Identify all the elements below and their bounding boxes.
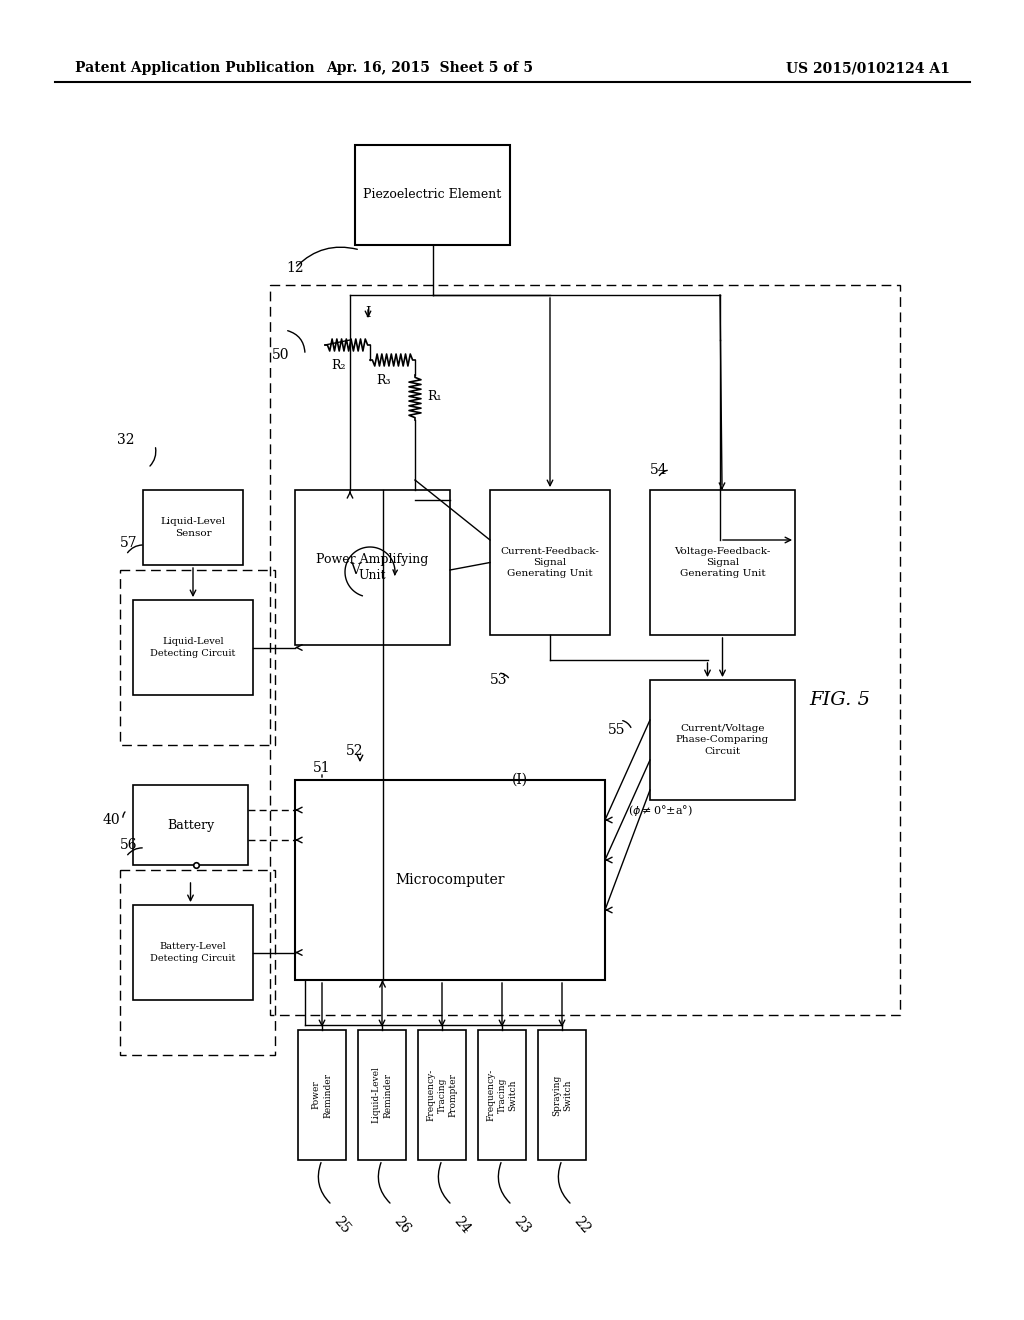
Text: V: V xyxy=(350,564,360,577)
Bar xyxy=(650,490,795,635)
Text: Current-Feedback-
Signal
Generating Unit: Current-Feedback- Signal Generating Unit xyxy=(501,546,599,578)
Text: 51: 51 xyxy=(313,762,331,775)
Bar xyxy=(538,1030,586,1160)
Text: Frequency-
Tracing
Prompter: Frequency- Tracing Prompter xyxy=(426,1069,458,1121)
Bar xyxy=(133,906,253,1001)
Text: 40: 40 xyxy=(102,813,120,828)
Text: 57: 57 xyxy=(120,536,137,550)
Bar xyxy=(133,785,248,865)
Bar xyxy=(120,570,275,744)
Bar xyxy=(295,490,450,645)
Bar xyxy=(358,1030,406,1160)
Bar xyxy=(650,680,795,800)
Text: Liquid-Level
Detecting Circuit: Liquid-Level Detecting Circuit xyxy=(151,638,236,657)
Text: I: I xyxy=(366,306,371,319)
Text: 12: 12 xyxy=(286,261,304,275)
Text: Spraying
Switch: Spraying Switch xyxy=(552,1074,572,1115)
Text: 54: 54 xyxy=(650,463,668,477)
Text: Battery-Level
Detecting Circuit: Battery-Level Detecting Circuit xyxy=(151,942,236,962)
Text: R₂: R₂ xyxy=(332,359,346,372)
Text: 22: 22 xyxy=(571,1214,593,1237)
Bar xyxy=(490,490,610,635)
Text: Microcomputer: Microcomputer xyxy=(395,873,505,887)
Text: ($\phi$$\neq$0°$\pm$a°): ($\phi$$\neq$0°$\pm$a°) xyxy=(628,803,693,817)
Text: Liquid-Level
Reminder: Liquid-Level Reminder xyxy=(372,1067,392,1123)
Text: R₁: R₁ xyxy=(427,391,441,404)
Bar xyxy=(418,1030,466,1160)
Bar xyxy=(478,1030,526,1160)
Text: Frequency-
Tracing
Switch: Frequency- Tracing Switch xyxy=(486,1069,517,1121)
Text: Battery: Battery xyxy=(167,818,214,832)
Text: Liquid-Level
Sensor: Liquid-Level Sensor xyxy=(161,517,225,537)
Text: R₃: R₃ xyxy=(377,374,391,387)
Text: Apr. 16, 2015  Sheet 5 of 5: Apr. 16, 2015 Sheet 5 of 5 xyxy=(327,61,534,75)
Bar xyxy=(133,601,253,696)
Text: 25: 25 xyxy=(331,1214,353,1237)
Text: 50: 50 xyxy=(272,348,290,362)
Text: Power Amplifying
Unit: Power Amplifying Unit xyxy=(316,553,429,582)
Text: 24: 24 xyxy=(451,1214,473,1237)
Text: Patent Application Publication: Patent Application Publication xyxy=(75,61,314,75)
Text: (I): (I) xyxy=(512,774,528,787)
Bar xyxy=(270,285,900,1015)
Text: 23: 23 xyxy=(511,1214,532,1237)
Text: 53: 53 xyxy=(490,673,508,686)
Bar xyxy=(295,780,605,979)
Bar xyxy=(120,870,275,1055)
Text: 52: 52 xyxy=(346,744,364,758)
Bar xyxy=(143,490,243,565)
Text: 26: 26 xyxy=(391,1214,413,1237)
Text: Piezoelectric Element: Piezoelectric Element xyxy=(364,189,502,202)
Text: Current/Voltage
Phase-Comparing
Circuit: Current/Voltage Phase-Comparing Circuit xyxy=(676,725,769,755)
Text: Power
Reminder: Power Reminder xyxy=(312,1072,332,1118)
Text: 55: 55 xyxy=(608,723,626,737)
Bar xyxy=(298,1030,346,1160)
Text: US 2015/0102124 A1: US 2015/0102124 A1 xyxy=(786,61,950,75)
Text: Voltage-Feedback-
Signal
Generating Unit: Voltage-Feedback- Signal Generating Unit xyxy=(675,546,771,578)
Text: 56: 56 xyxy=(120,838,137,851)
Bar xyxy=(355,145,510,246)
Text: FIG. 5: FIG. 5 xyxy=(810,690,870,709)
Text: 32: 32 xyxy=(118,433,135,447)
